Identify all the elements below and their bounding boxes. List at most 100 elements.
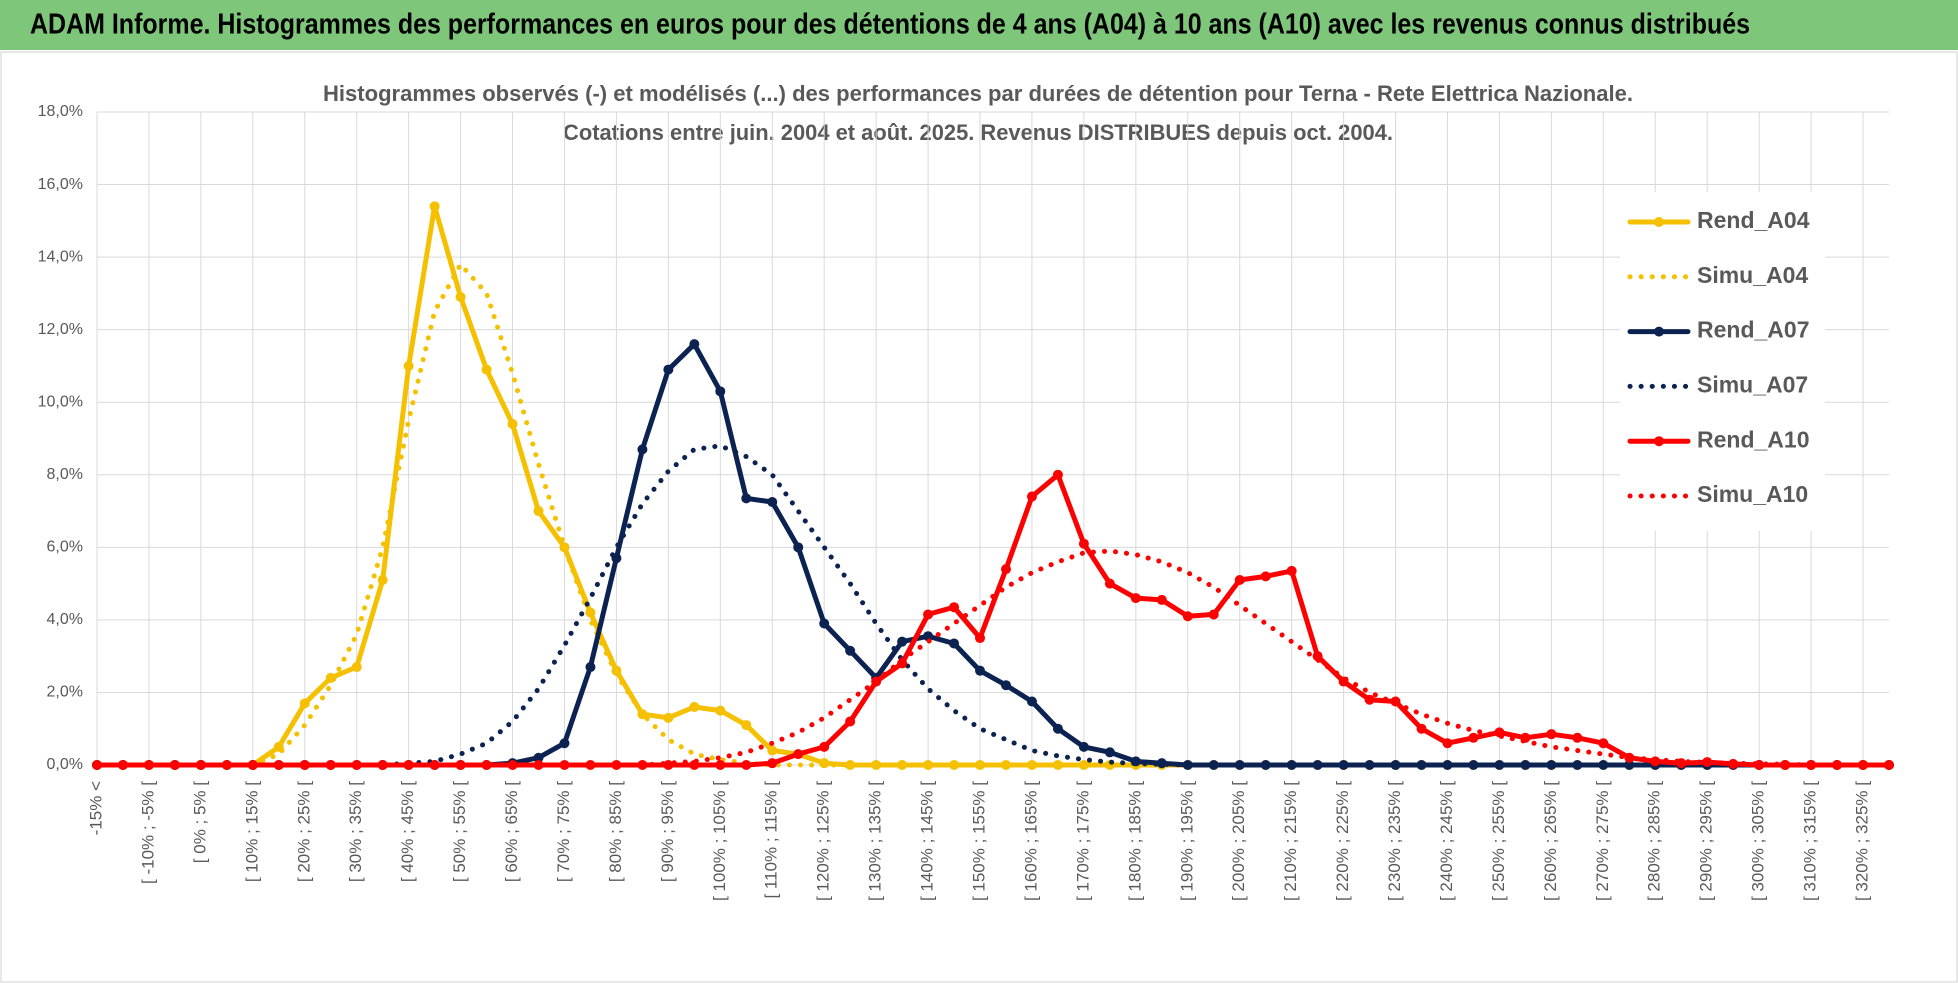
point — [1026, 696, 1037, 707]
point — [923, 760, 934, 770]
x-tick-label: [ 230% ; 235% [ — [1385, 781, 1404, 901]
point — [793, 749, 804, 760]
point — [1598, 738, 1609, 749]
point — [741, 493, 752, 504]
point — [351, 760, 362, 770]
x-tick-label: [ 110% ; 115% [ — [762, 781, 781, 899]
y-tick-label: 10,0% — [38, 393, 83, 410]
x-tick-label: [ 140% ; 145% [ — [918, 781, 937, 901]
point — [507, 418, 518, 429]
point — [1104, 747, 1115, 758]
point — [559, 738, 570, 749]
point — [429, 201, 440, 212]
point — [663, 364, 674, 375]
legend-label: Rend_A07 — [1697, 317, 1809, 343]
x-tick-label: [ 280% ; 285% [ — [1645, 781, 1664, 901]
legend-box — [1620, 192, 1825, 531]
point — [741, 760, 752, 770]
x-tick-label: [ 250% ; 255% [ — [1489, 781, 1508, 901]
point — [1832, 760, 1843, 770]
x-tick-label: [ -10% ; -5% [ — [138, 781, 157, 884]
point — [1208, 609, 1219, 620]
point — [221, 760, 232, 770]
x-tick-label: [ 150% ; 155% [ — [969, 781, 988, 901]
x-tick-label: -15% < — [86, 781, 105, 835]
x-tick-label: [ 240% ; 245% [ — [1437, 781, 1456, 901]
x-tick-label: [ 20% ; 25% [ — [294, 781, 313, 882]
point — [663, 760, 674, 770]
point — [377, 574, 388, 585]
x-tick-label: [ 310% ; 315% [ — [1801, 781, 1820, 901]
x-tick-label: [ 70% ; 75% [ — [554, 781, 573, 882]
x-tick-label: [ 130% ; 135% [ — [866, 781, 885, 901]
point — [1442, 760, 1453, 770]
point — [819, 741, 830, 752]
point — [793, 542, 804, 553]
x-tick-label: [ 270% ; 275% [ — [1593, 781, 1612, 901]
x-tick-label: [ 320% ; 325% [ — [1853, 781, 1872, 901]
point — [1390, 760, 1401, 770]
point — [923, 609, 934, 620]
point — [273, 760, 284, 770]
point — [585, 760, 596, 770]
point — [1104, 578, 1115, 589]
chart-title: Cotations entre juin. 2004 et août. 2025… — [563, 120, 1393, 145]
y-tick-label: 18,0% — [38, 103, 83, 120]
point — [117, 760, 128, 770]
x-tick-label: [ 290% ; 295% [ — [1697, 781, 1716, 901]
x-tick-label: [ 170% ; 175% [ — [1073, 781, 1092, 901]
point — [1442, 738, 1453, 749]
header-bar — [0, 0, 1958, 50]
x-tick-label: [ 100% ; 105% [ — [710, 781, 729, 901]
point — [767, 745, 778, 756]
y-tick-label: 6,0% — [47, 539, 83, 556]
point — [845, 645, 856, 656]
point — [1000, 760, 1011, 770]
point — [923, 631, 934, 642]
point — [1546, 729, 1557, 740]
legend-label: Simu_A10 — [1697, 481, 1808, 507]
x-tick-label: [ 190% ; 195% [ — [1177, 781, 1196, 901]
point — [897, 636, 908, 647]
point — [1182, 611, 1193, 622]
point — [429, 760, 440, 770]
point — [1052, 469, 1063, 480]
point — [1026, 491, 1037, 502]
point — [845, 716, 856, 727]
point — [1546, 760, 1557, 770]
point — [403, 360, 414, 371]
point — [975, 633, 986, 644]
point — [1624, 760, 1635, 770]
x-tick-label: [ 0% ; 5% [ — [190, 781, 209, 863]
point — [1520, 760, 1531, 770]
point — [1156, 758, 1167, 769]
point — [1858, 760, 1869, 770]
legend-label: Rend_A10 — [1697, 426, 1809, 452]
point — [377, 760, 388, 770]
point — [637, 444, 648, 455]
point — [689, 701, 700, 712]
legend-label: Rend_A04 — [1697, 207, 1810, 233]
point — [455, 760, 466, 770]
legend-marker — [1654, 217, 1664, 227]
point — [1078, 741, 1089, 752]
point — [845, 760, 856, 770]
header-title: ADAM Informe. Histogrammes des performan… — [30, 9, 1750, 41]
point — [1468, 732, 1479, 743]
point — [1078, 538, 1089, 549]
point — [1000, 680, 1011, 691]
x-tick-label: [ 210% ; 215% [ — [1281, 781, 1300, 901]
legend-marker — [1654, 436, 1664, 447]
point — [1364, 760, 1375, 770]
point — [975, 665, 986, 676]
x-tick-label: [ 200% ; 205% [ — [1229, 781, 1248, 901]
point — [819, 618, 830, 629]
x-tick-label: [ 220% ; 225% [ — [1333, 781, 1352, 901]
point — [715, 705, 726, 716]
point — [715, 386, 726, 397]
point — [767, 758, 778, 769]
series-line — [94, 548, 1892, 768]
x-tick-label: [ 120% ; 125% [ — [814, 781, 833, 901]
point — [663, 712, 674, 723]
x-tick-label: [ 50% ; 55% [ — [450, 781, 469, 882]
